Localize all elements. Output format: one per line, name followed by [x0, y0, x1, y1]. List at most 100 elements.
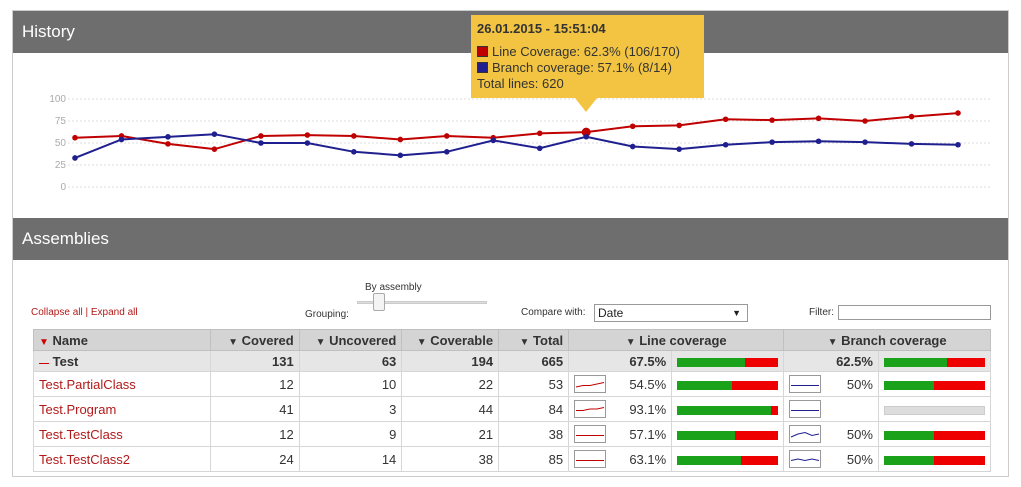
data-point[interactable] — [351, 133, 357, 139]
branch-coverage-bar — [883, 455, 985, 465]
data-point[interactable] — [72, 134, 78, 141]
data-point[interactable] — [490, 137, 497, 144]
data-point[interactable] — [676, 146, 682, 152]
class-link[interactable]: Test.Program — [39, 401, 117, 417]
column-header-total[interactable]: ▼ Total — [498, 329, 570, 351]
branch-coverage-bar — [883, 405, 985, 415]
series-line-branch-coverage — [74, 133, 959, 159]
data-point[interactable] — [118, 136, 125, 143]
line-coverage-bar-fill — [677, 405, 772, 415]
data-point[interactable] — [629, 143, 636, 150]
column-header-name[interactable]: ▼ Name — [32, 329, 212, 351]
uncovered-cell: 3 — [298, 396, 403, 422]
data-point[interactable] — [258, 140, 264, 146]
grouping-slider-handle[interactable] — [373, 293, 385, 311]
column-header-line-coverage[interactable]: ▼ Line coverage — [568, 329, 785, 351]
total-covered: 131 — [210, 350, 300, 372]
line-coverage-bar-fill — [677, 455, 741, 465]
branch-coverage-bar-cell — [877, 396, 992, 422]
column-header-coverable-label: Coverable — [430, 332, 494, 348]
data-point[interactable] — [769, 139, 775, 145]
line-coverage-bar — [677, 430, 779, 440]
history-chart[interactable]: 0 25 50 75 100 — [13, 53, 1008, 218]
data-point[interactable] — [211, 131, 218, 137]
collapse-icon[interactable]: — — [39, 357, 49, 369]
expand-all-link[interactable]: Expand all — [90, 307, 138, 318]
class-link[interactable]: Test.PartialClass — [39, 376, 136, 392]
table-row[interactable]: Test.TestClass2 24 14 38 85 63.1% 50% — [32, 446, 992, 472]
branch-coverage-pct: 50% — [846, 426, 873, 442]
data-point[interactable] — [443, 149, 450, 155]
data-point[interactable] — [304, 140, 311, 146]
column-header-branch-coverage[interactable]: ▼ Branch coverage — [783, 329, 991, 351]
data-point[interactable] — [722, 141, 729, 148]
data-point[interactable] — [351, 149, 357, 155]
class-name-cell[interactable]: Test.PartialClass — [32, 371, 212, 397]
data-point[interactable] — [908, 141, 915, 147]
data-point[interactable] — [722, 116, 729, 123]
data-point[interactable] — [629, 123, 636, 130]
data-point[interactable] — [443, 133, 450, 139]
data-point[interactable] — [72, 155, 78, 161]
data-point[interactable] — [815, 138, 822, 145]
line-coverage-pct: 93.1% — [629, 401, 667, 417]
line-coverage-bar-fill — [677, 430, 735, 440]
data-point[interactable] — [955, 141, 961, 148]
data-point[interactable] — [165, 141, 171, 147]
data-point[interactable] — [583, 133, 590, 140]
class-name-cell[interactable]: Test.Program — [32, 396, 212, 422]
branch-coverage-trend-sparkline — [789, 425, 822, 443]
class-link[interactable]: Test.TestClass — [39, 426, 123, 442]
data-point[interactable] — [862, 139, 868, 145]
data-point[interactable] — [211, 146, 218, 152]
branch-coverage-swatch-icon — [477, 62, 488, 73]
data-point[interactable] — [676, 122, 682, 129]
table-row[interactable]: Test.PartialClass 12 10 22 53 54.5% 50% — [32, 371, 992, 397]
column-header-uncovered[interactable]: ▼ Uncovered — [298, 329, 403, 351]
data-point[interactable] — [769, 117, 775, 123]
branch-coverage-bar — [883, 357, 985, 367]
coverable-cell: 21 — [401, 421, 500, 447]
column-header-line-coverage-label: Line coverage — [639, 332, 727, 348]
total-branch-coverage-bar-cell — [877, 350, 992, 372]
table-row[interactable]: Test.Program 41 3 44 84 93.1% — [32, 396, 992, 422]
history-title: History — [22, 22, 75, 41]
line-coverage-trend-sparkline — [574, 400, 607, 418]
data-point[interactable] — [304, 132, 311, 138]
table-row[interactable]: Test.TestClass 12 9 21 38 57.1% 50% — [32, 421, 992, 447]
data-point[interactable] — [908, 113, 915, 120]
total-cell: 38 — [498, 421, 570, 447]
data-point[interactable] — [258, 133, 264, 139]
series-line-line-coverage — [74, 112, 959, 151]
branch-coverage-bar-cell — [877, 446, 992, 472]
data-point[interactable] — [536, 145, 543, 152]
branch-coverage-trend-sparkline — [789, 450, 822, 468]
column-header-coverable[interactable]: ▼ Coverable — [401, 329, 500, 351]
total-cell: 84 — [498, 396, 570, 422]
assemblies-controls: Collapse all | Expand all Grouping: By a… — [13, 279, 1008, 329]
line-coverage-pct: 54.5% — [629, 376, 667, 392]
class-link[interactable]: Test.TestClass2 — [39, 451, 131, 467]
data-point[interactable] — [955, 110, 961, 116]
grouping-slider-track[interactable] — [357, 301, 487, 304]
data-point[interactable] — [165, 134, 171, 140]
collapse-all-link[interactable]: Collapse all — [31, 307, 83, 318]
history-tooltip: 26.01.2015 - 15:51:04 Line Coverage: 62.… — [471, 15, 704, 112]
class-name-cell[interactable]: Test.TestClass — [32, 421, 212, 447]
assembly-total-row[interactable]: — Test 131 63 194 665 67.5% 62.5% — [32, 350, 992, 372]
assembly-name-cell[interactable]: — Test — [32, 350, 212, 372]
data-point[interactable] — [581, 127, 591, 137]
filter-input[interactable] — [838, 305, 991, 320]
class-name-cell[interactable]: Test.TestClass2 — [32, 446, 212, 472]
data-point[interactable] — [862, 118, 868, 124]
data-point[interactable] — [397, 152, 404, 159]
column-header-covered[interactable]: ▼ Covered — [210, 329, 300, 351]
data-point[interactable] — [536, 130, 543, 137]
data-point[interactable] — [397, 136, 404, 143]
grouping-label: Grouping: — [305, 309, 349, 320]
compare-with-select[interactable]: Date ▼ — [594, 304, 748, 322]
data-point[interactable] — [815, 115, 822, 122]
line-coverage-swatch-icon — [477, 46, 488, 57]
line-coverage-pct: 63.1% — [629, 451, 667, 467]
branch-coverage-bar — [883, 380, 985, 390]
